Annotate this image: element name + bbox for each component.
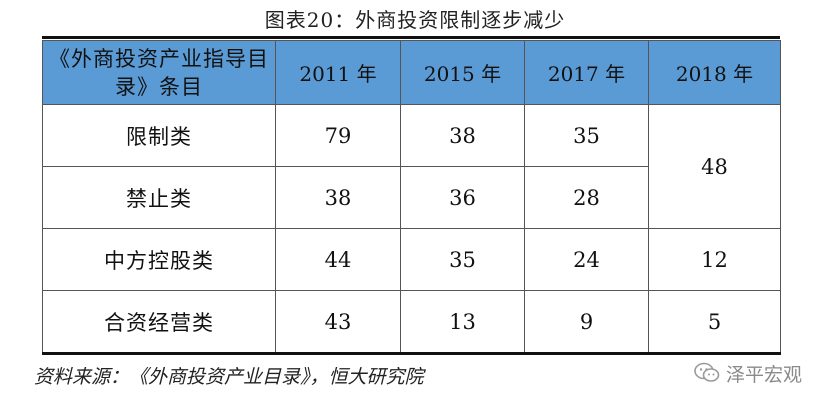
cell-joint-venture-2011: 43 xyxy=(275,290,401,355)
header-2015: 2015 年 xyxy=(400,40,525,105)
watermark: 泽平宏观 xyxy=(694,360,802,386)
header-2018: 2018 年 xyxy=(648,40,781,105)
cell-merged-2018: 48 xyxy=(648,104,781,229)
top-rule xyxy=(42,36,780,39)
cell-restricted-2017: 35 xyxy=(524,104,649,167)
table-row: 合资经营类 43 13 9 5 xyxy=(42,290,781,355)
cell-prohibited-2015: 36 xyxy=(400,166,525,229)
table-row: 限制类 79 38 35 48 xyxy=(42,104,781,229)
cell-restricted-2015: 38 xyxy=(400,104,525,167)
cell-restricted-2011: 79 xyxy=(275,104,401,167)
row-label-prohibited: 禁止类 xyxy=(42,166,276,229)
cell-joint-venture-2018: 5 xyxy=(648,290,781,355)
cell-chinese-controlled-2017: 24 xyxy=(524,228,649,291)
cell-prohibited-2011: 38 xyxy=(275,166,401,229)
cell-chinese-controlled-2011: 44 xyxy=(275,228,401,291)
data-table: 《外商投资产业指导目录》条目 2011 年 2015 年 2017 年 2018… xyxy=(42,40,781,355)
cell-joint-venture-2017: 9 xyxy=(524,290,649,355)
watermark-text: 泽平宏观 xyxy=(726,363,803,386)
header-2011: 2011 年 xyxy=(275,40,401,105)
row-label-chinese-controlled: 中方控股类 xyxy=(42,228,276,291)
row-label-joint-venture: 合资经营类 xyxy=(42,290,276,355)
header-row: 《外商投资产业指导目录》条目 2011 年 2015 年 2017 年 2018… xyxy=(42,40,781,105)
table-row: 禁止类 38 36 28 xyxy=(42,166,781,229)
row-label-restricted: 限制类 xyxy=(42,104,276,167)
cell-joint-venture-2015: 13 xyxy=(400,290,525,355)
cell-chinese-controlled-2015: 35 xyxy=(400,228,525,291)
cell-prohibited-2017: 28 xyxy=(524,166,649,229)
cell-chinese-controlled-2018: 12 xyxy=(648,228,781,291)
header-category: 《外商投资产业指导目录》条目 xyxy=(42,40,276,105)
source-note: 资料来源：《外商投资产业目录》，恒大研究院 xyxy=(34,366,424,388)
figure-title: 图表20：外商投资限制逐步减少 xyxy=(264,8,566,32)
wechat-icon xyxy=(694,362,720,384)
header-2017: 2017 年 xyxy=(524,40,649,105)
table-row: 中方控股类 44 35 24 12 xyxy=(42,228,781,291)
